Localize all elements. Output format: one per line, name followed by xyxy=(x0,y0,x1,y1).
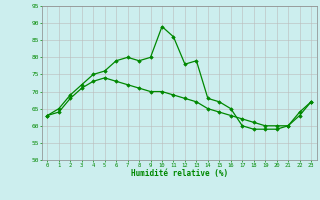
X-axis label: Humidité relative (%): Humidité relative (%) xyxy=(131,169,228,178)
